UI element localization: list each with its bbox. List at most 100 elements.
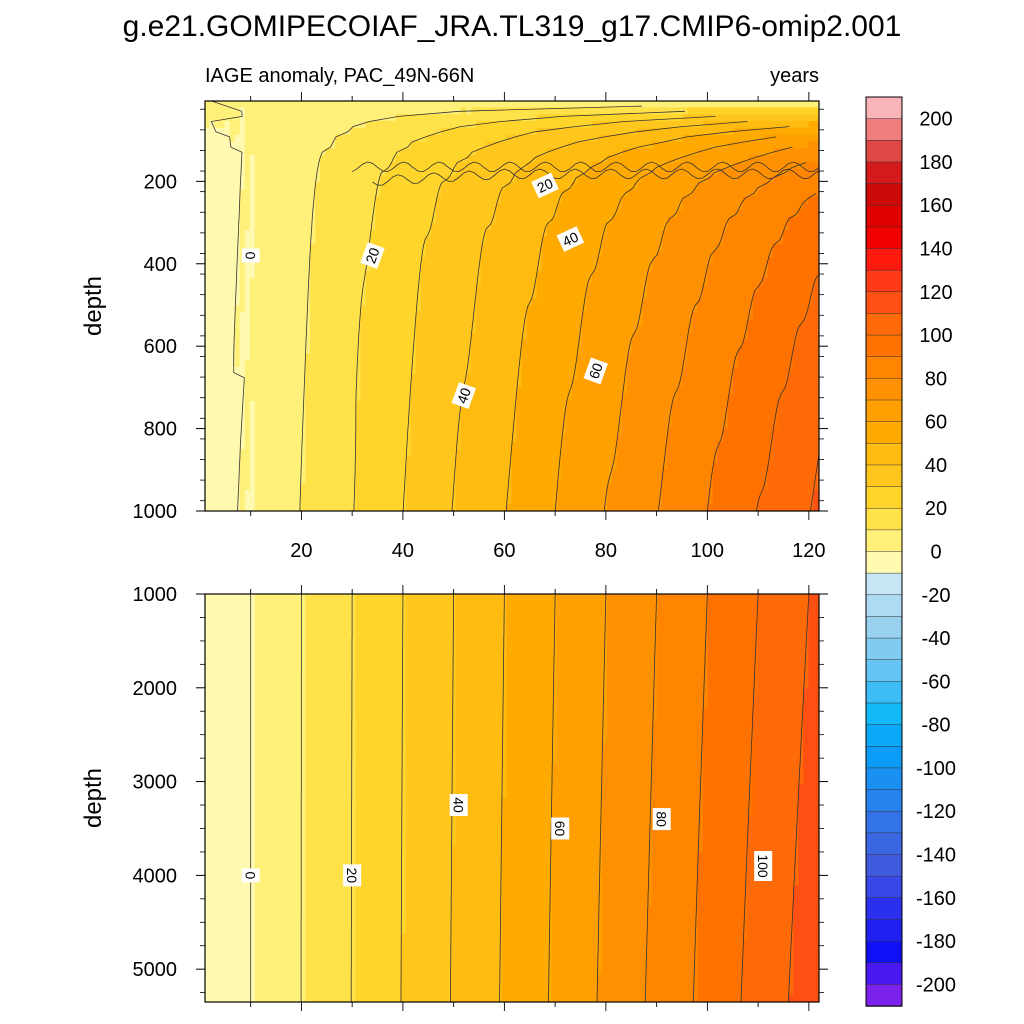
contour-fill-cell: [405, 845, 453, 853]
contour-fill-cell: [657, 688, 709, 697]
contour-fill-cell: [551, 851, 604, 860]
contour-fill-cell: [254, 257, 312, 266]
contour-fill-cell: [793, 913, 819, 921]
contour-fill-cell: [697, 987, 745, 996]
contour-fill-cell: [541, 257, 599, 266]
contour-fill-cell: [249, 175, 256, 184]
contour-fill-cell: [647, 994, 699, 1002]
contour-fill-cell: [305, 428, 357, 437]
contour-fill-cell: [305, 654, 357, 663]
contour-fill-cell: [415, 360, 473, 368]
contour-fill-cell: [365, 121, 478, 129]
contour-fill-cell: [305, 845, 357, 853]
colorbar-swatch: [865, 681, 903, 704]
contour-fill-cell: [602, 906, 649, 915]
contour-fill-cell: [355, 987, 402, 996]
contour-fill-cell: [476, 326, 528, 334]
contour-fill-cell: [697, 851, 750, 860]
contour-fill-cell: [586, 298, 644, 307]
contour-fill-cell: [205, 455, 241, 464]
contour-fill-cell: [205, 216, 241, 225]
x-tick-label: 120: [792, 540, 825, 562]
contour-fill-cell: [205, 919, 256, 928]
contour-fill-cell: [566, 428, 624, 437]
contour-fill-cell: [244, 503, 256, 511]
contour-fill-cell: [456, 749, 508, 758]
contour-fill-cell: [405, 709, 458, 717]
contour-fill-cell: [205, 777, 256, 785]
contour-fill-cell: [617, 209, 679, 218]
contour-fill-cell: [456, 594, 508, 602]
contour-fill-cell: [602, 885, 654, 894]
contour-fill-cell: [657, 641, 709, 649]
contour-fill-cell: [239, 490, 246, 498]
contour-fill-cell: [456, 600, 508, 609]
contour-fill-cell: [753, 722, 805, 731]
contour-fill-cell: [355, 469, 407, 478]
contour-fill-cell: [254, 408, 307, 416]
contour-fill-cell: [254, 722, 307, 731]
contour-fill-cell: [244, 114, 397, 122]
contour-fill-cell: [254, 455, 307, 464]
contour-fill-cell: [244, 168, 251, 177]
contour-fill-cell: [657, 715, 704, 724]
contour-fill-cell: [566, 414, 624, 423]
contour-fill-cell: [239, 291, 246, 300]
contour-fill-cell: [501, 817, 553, 826]
contour-fill-cell: [551, 879, 604, 887]
contour-fill-cell: [516, 401, 568, 409]
contour-fill-cell: [758, 634, 810, 643]
contour-fill-cell: [607, 688, 659, 697]
contour-fill-cell: [325, 148, 402, 157]
contour-fill-cell: [355, 627, 407, 636]
contour-fill-cell: [456, 804, 503, 813]
contour-line: [706, 192, 817, 511]
contour-fill-cell: [607, 661, 659, 670]
contour-fill-cell: [783, 237, 819, 245]
contour-fill-cell: [556, 641, 609, 649]
contour-fill-cell: [506, 702, 558, 711]
colorbar-swatch: [865, 356, 903, 380]
contour-fill-cell: [712, 257, 770, 266]
contour-fill-cell: [355, 695, 407, 704]
contour-fill-cell: [536, 291, 588, 300]
contour-fill-cell: [652, 804, 704, 813]
contour-fill-cell: [355, 715, 407, 724]
contour-fill-cell: [205, 715, 256, 724]
contour-fill-cell: [607, 496, 664, 505]
contour-fill-cell: [652, 264, 709, 273]
contour-fill-cell: [677, 209, 739, 218]
contour-fill-cell: [355, 749, 407, 758]
colorbar-swatch: [865, 919, 903, 942]
contour-fill-cell: [244, 127, 352, 136]
contour-fill-cell: [405, 600, 458, 609]
contour-fill-cell: [602, 749, 654, 758]
contour-fill-cell: [305, 913, 357, 921]
contour-fill-cell: [365, 278, 422, 286]
contour-fill-cell: [481, 264, 543, 273]
contour-fill-cell: [405, 865, 453, 874]
contour-fill-cell: [305, 607, 357, 615]
contour-fill-cell: [239, 346, 251, 355]
contour-fill-cell: [205, 600, 256, 609]
contour-fill-cell: [305, 715, 357, 724]
contour-fill-cell: [305, 647, 357, 656]
contour-fill-cell: [355, 885, 407, 894]
contour-fill-cell: [395, 114, 538, 122]
contour-fill-cell: [360, 305, 422, 314]
contour-fill-cell: [607, 483, 664, 491]
contour-fill-cell: [551, 926, 604, 935]
contour-fill-cell: [622, 394, 679, 403]
contour-fill-cell: [355, 967, 402, 976]
contour-fill-cell: [239, 449, 251, 457]
contour-fill-cell: [652, 141, 729, 150]
contour-fill-cell: [607, 634, 659, 643]
contour-fill-cell: [607, 709, 659, 717]
contour-fill-cell: [315, 196, 377, 204]
contour-fill-cell: [405, 743, 458, 751]
contour-fill-cell: [627, 353, 689, 362]
contour-fill-cell: [205, 838, 256, 847]
contour-fill-cell: [702, 831, 750, 840]
contour-fill-cell: [205, 967, 256, 976]
contour-fill-cell: [748, 933, 795, 942]
